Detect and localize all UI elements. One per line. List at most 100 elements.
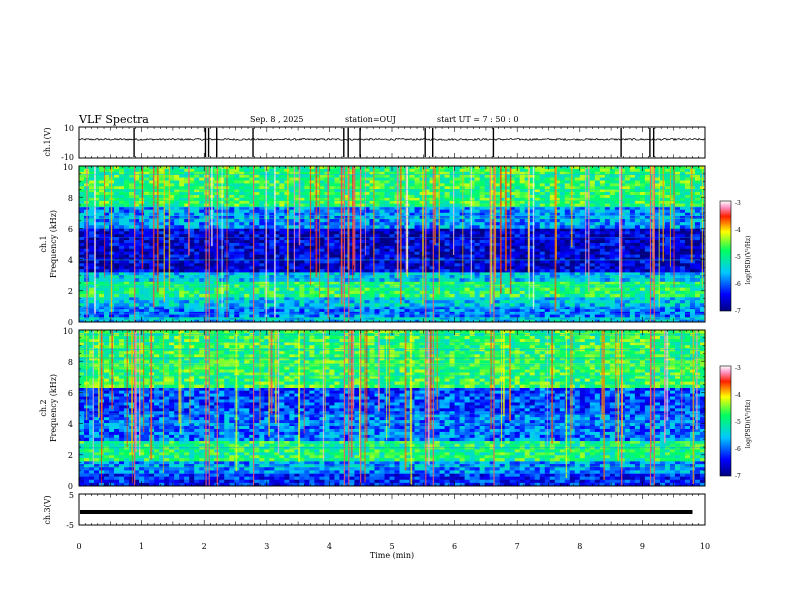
spectrogram-cell [444,240,450,244]
spectrogram-cell [479,242,485,247]
spectrogram-cell [119,319,125,323]
spectrogram-cell [544,245,551,250]
spectrogram-cell [309,248,315,252]
spectrogram-cell [334,209,340,214]
spectrogram-cell [204,290,210,295]
spectrogram-cell [674,263,681,267]
spectrogram-cell [79,228,85,232]
spectrogram-cell [124,225,130,229]
spectrogram-cell [124,263,130,267]
spectrogram-cell [154,257,160,261]
spectrogram-cell [594,228,601,232]
spectrogram-cell [399,314,405,318]
spectrogram-cell [229,237,235,241]
spectrogram-cell [409,240,415,244]
spectrogram-cell [449,231,455,235]
spectrogram-cell [154,237,160,241]
spectrogram-cell [619,257,626,261]
spectrogram-cell [234,234,240,238]
spectrogram-cell [289,209,295,214]
spectrogram-cell [439,300,445,304]
spectrogram-cell [579,225,586,229]
spectrogram-cell [524,311,531,315]
spectrogram-cell [279,266,285,270]
spectrogram-cell [614,269,621,273]
spectrogram-cell [374,219,380,223]
spectrogram-cell [319,319,325,323]
spectrogram-cell [434,234,440,238]
spectrogram-cell [384,272,390,276]
spectrogram-cell [299,303,305,307]
spectrogram-cell [559,269,566,273]
spectrogram-cell [284,248,290,252]
spectrogram-cell [434,281,440,285]
spectrogram-cell [664,272,671,276]
spectrogram-cell [449,257,455,261]
spectrogram-cell [559,272,566,276]
spectrogram-cell [124,209,130,214]
spectrogram-cell [694,287,701,292]
spectrogram-cell [589,206,596,210]
spectrogram-cell [654,290,661,295]
spectrogram-cell [544,311,551,315]
spectrogram-cell [694,319,701,323]
spectrogram-cell [274,215,280,220]
spectrogram-cell [699,303,706,307]
spectrogram-cell [324,293,330,298]
spectrogram-cell [689,251,696,255]
spectrogram-cell [304,266,310,270]
spectrogram-cell [379,240,385,244]
spectrogram-cell [329,240,335,244]
spectrogram-cell [234,260,240,264]
spectrogram-cell [174,309,180,313]
spectrogram-cell [579,266,586,270]
spectrogram-cell [329,257,335,261]
spectrogram-cell [119,269,125,273]
spectrogram-cell [454,269,460,273]
spectrogram-cell [509,260,515,264]
spectrogram-cell [579,263,586,267]
spectrogram-cell [429,215,435,220]
spectrogram-cell [124,290,130,295]
spectrogram-cell [614,297,621,301]
spectrogram-cell [529,311,536,315]
spectrogram-cell [254,231,260,235]
spectrogram-cell [619,240,626,244]
spectrogram-cell [329,254,335,258]
spectrogram-cell [194,319,200,323]
spectrogram-cell [139,290,145,295]
spectrogram-cell [119,166,125,170]
spectrogram-cell [514,245,521,250]
spectrogram-cell [129,290,135,295]
spectrogram-cell [154,209,160,214]
spectrogram-cell [369,231,375,235]
spectrogram-cell [189,293,195,298]
spectrogram-cell [399,225,405,229]
spectrogram-cell [494,266,500,270]
spectrogram-cell [589,309,596,313]
spectrogram-cell [104,290,110,295]
spectrogram-cell [519,257,526,261]
spectrogram-cell [199,225,205,229]
spectrogram-cell [544,209,551,214]
spectrogram-cell [94,300,100,304]
spectrogram-cell [689,215,696,220]
spectrogram-cell [94,311,100,315]
spectrogram-cell [164,266,170,270]
station-label: station=OUJ [345,115,396,124]
spectrogram-cell [369,212,375,217]
spectrogram-cell [159,219,165,223]
spectrogram-cell [334,234,340,238]
spectrogram-cell [244,231,250,235]
spectrogram-cell [274,242,280,247]
spectrogram-cell [434,240,440,244]
spectrogram-cell [624,260,631,264]
spectrogram-cell [304,240,310,244]
spectrogram-cell [174,297,180,301]
spectrogram-cell [139,311,145,315]
spectrogram-cell [254,228,260,232]
spectrogram-cell [449,166,455,170]
spectrogram-cell [454,300,460,304]
spectrogram-cell [694,237,701,241]
spectrogram-cell [359,293,365,298]
